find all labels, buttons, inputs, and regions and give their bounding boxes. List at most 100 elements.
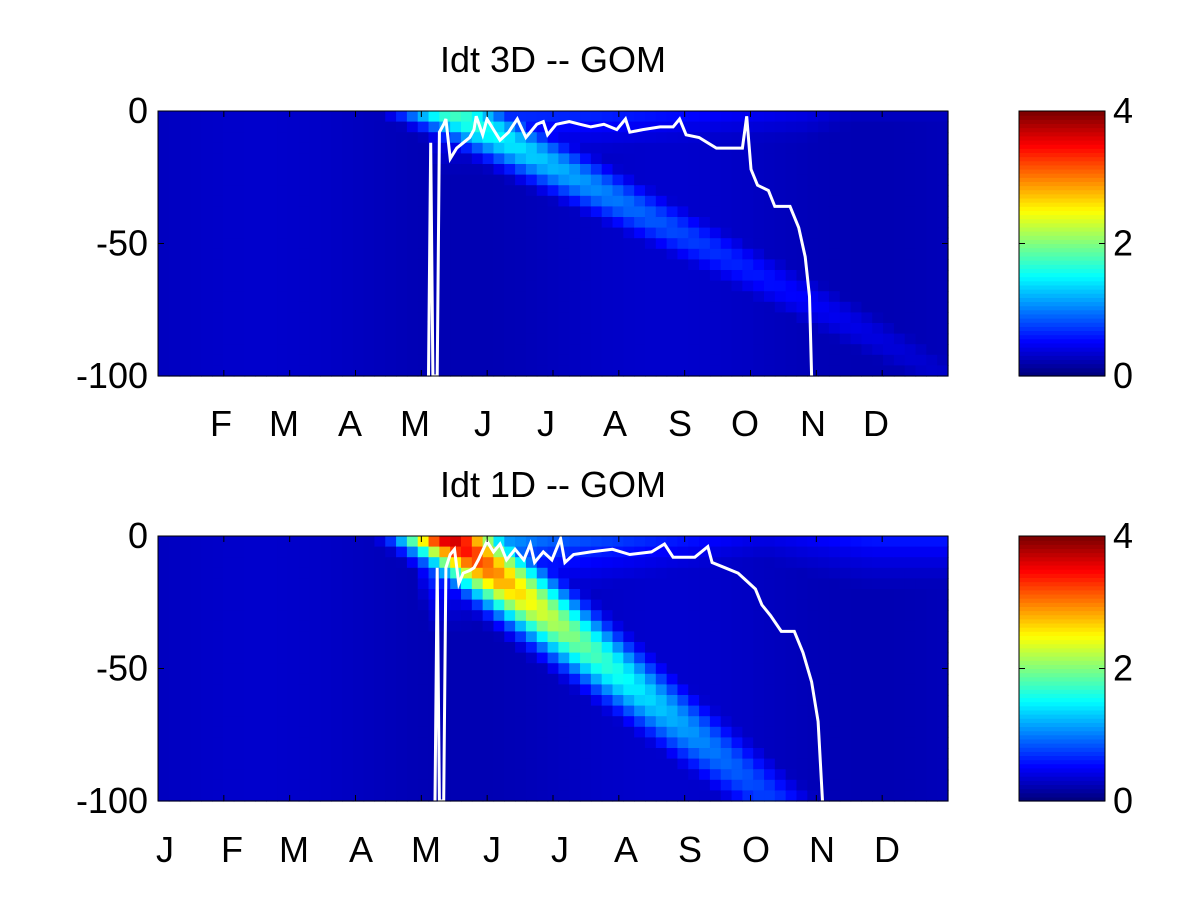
heatmap-cell	[525, 790, 538, 802]
heatmap-cell	[341, 748, 354, 760]
x-tick-label: M	[269, 403, 299, 444]
heatmap-cell	[601, 673, 614, 685]
heatmap-cell	[753, 620, 765, 632]
heatmap-cell	[785, 578, 798, 590]
colorbar-segment	[1019, 598, 1105, 603]
heatmap-cell	[244, 748, 256, 760]
heatmap-cell	[872, 259, 884, 271]
heatmap-cell	[904, 684, 917, 696]
heatmap-cell	[731, 270, 743, 282]
heatmap-cell	[807, 705, 819, 717]
heatmap-cell	[634, 365, 646, 377]
heatmap-cell	[201, 779, 213, 791]
heatmap-cell	[623, 291, 635, 303]
heatmap-cell	[515, 174, 527, 186]
heatmap-cell	[699, 599, 711, 611]
heatmap-cell	[753, 673, 765, 685]
heatmap-cell	[850, 790, 863, 802]
heatmap-cell	[666, 779, 679, 791]
colorbar-segment	[1019, 759, 1105, 765]
heatmap-cell	[926, 164, 938, 176]
heatmap-cell	[482, 620, 495, 632]
heatmap-cell	[861, 748, 873, 760]
heatmap-cell	[255, 642, 267, 654]
heatmap-cell	[287, 121, 300, 133]
heatmap-cell	[222, 153, 235, 165]
heatmap-cell	[406, 291, 419, 303]
heatmap-cell	[158, 620, 170, 632]
heatmap-cell	[569, 663, 581, 675]
heatmap-cell	[298, 716, 311, 728]
heatmap-cell	[807, 536, 819, 548]
heatmap-cell	[428, 280, 440, 292]
heatmap-cell	[655, 567, 668, 579]
heatmap-cell	[158, 567, 170, 579]
heatmap-cell	[677, 217, 689, 229]
heatmap-cell	[428, 631, 440, 643]
heatmap-cell	[233, 695, 246, 707]
heatmap-cell	[450, 578, 462, 590]
heatmap-cell	[363, 142, 376, 154]
heatmap-cell	[796, 599, 808, 611]
heatmap-cell	[482, 589, 495, 601]
heatmap-cell	[428, 344, 440, 356]
heatmap-cell	[850, 344, 863, 356]
heatmap-cell	[244, 280, 256, 292]
heatmap-cell	[374, 312, 386, 324]
heatmap-cell	[320, 599, 332, 611]
heatmap-cell	[872, 716, 884, 728]
colorbar-segment	[1019, 697, 1105, 703]
heatmap-cell	[179, 716, 192, 728]
heatmap-cell	[644, 599, 657, 611]
heatmap-cell	[493, 195, 505, 207]
heatmap-cell	[861, 663, 873, 675]
heatmap-cell	[644, 227, 657, 239]
heatmap-cell	[450, 790, 462, 802]
heatmap-cell	[785, 185, 798, 197]
heatmap-cell	[190, 684, 202, 696]
heatmap-cell	[937, 695, 949, 707]
heatmap-cell	[601, 790, 614, 802]
heatmap-cell	[612, 217, 624, 229]
heatmap-cell	[201, 748, 213, 760]
heatmap-cell	[688, 142, 700, 154]
heatmap-cell	[482, 748, 495, 760]
heatmap-cell	[850, 620, 863, 632]
heatmap-cell	[352, 142, 365, 154]
heatmap-cell	[287, 663, 300, 675]
heatmap-cell	[536, 748, 549, 760]
heatmap-cell	[699, 259, 711, 271]
heatmap-cell	[731, 546, 743, 558]
heatmap-cell	[341, 567, 354, 579]
heatmap-cell	[861, 631, 873, 643]
colorbar-segment	[1019, 193, 1105, 199]
heatmap-cell	[482, 248, 495, 260]
heatmap-cell	[179, 546, 192, 558]
heatmap-cell	[341, 779, 354, 791]
heatmap-cell	[493, 599, 505, 611]
heatmap-cell	[666, 790, 679, 802]
heatmap-cell	[677, 164, 689, 176]
heatmap-cell	[796, 578, 808, 590]
heatmap-cell	[298, 631, 311, 643]
heatmap-cell	[547, 195, 560, 207]
heatmap-cell	[709, 195, 722, 207]
heatmap-cell	[222, 238, 235, 250]
heatmap-cell	[634, 779, 646, 791]
heatmap-cell	[569, 174, 581, 186]
heatmap-cell	[385, 270, 397, 282]
heatmap-cell	[385, 705, 397, 717]
colorbar-segment	[1019, 218, 1105, 224]
heatmap-cell	[655, 217, 668, 229]
heatmap-cell	[720, 365, 733, 377]
heatmap-cell	[828, 301, 841, 313]
heatmap-cell	[406, 270, 419, 282]
heatmap-cell	[212, 758, 224, 770]
heatmap-cell	[904, 217, 917, 229]
heatmap-cell	[222, 620, 235, 632]
heatmap-cell	[861, 652, 873, 664]
heatmap-cell	[926, 153, 938, 165]
heatmap-cell	[341, 610, 354, 622]
heatmap-cell	[158, 365, 170, 377]
heatmap-cell	[937, 620, 949, 632]
